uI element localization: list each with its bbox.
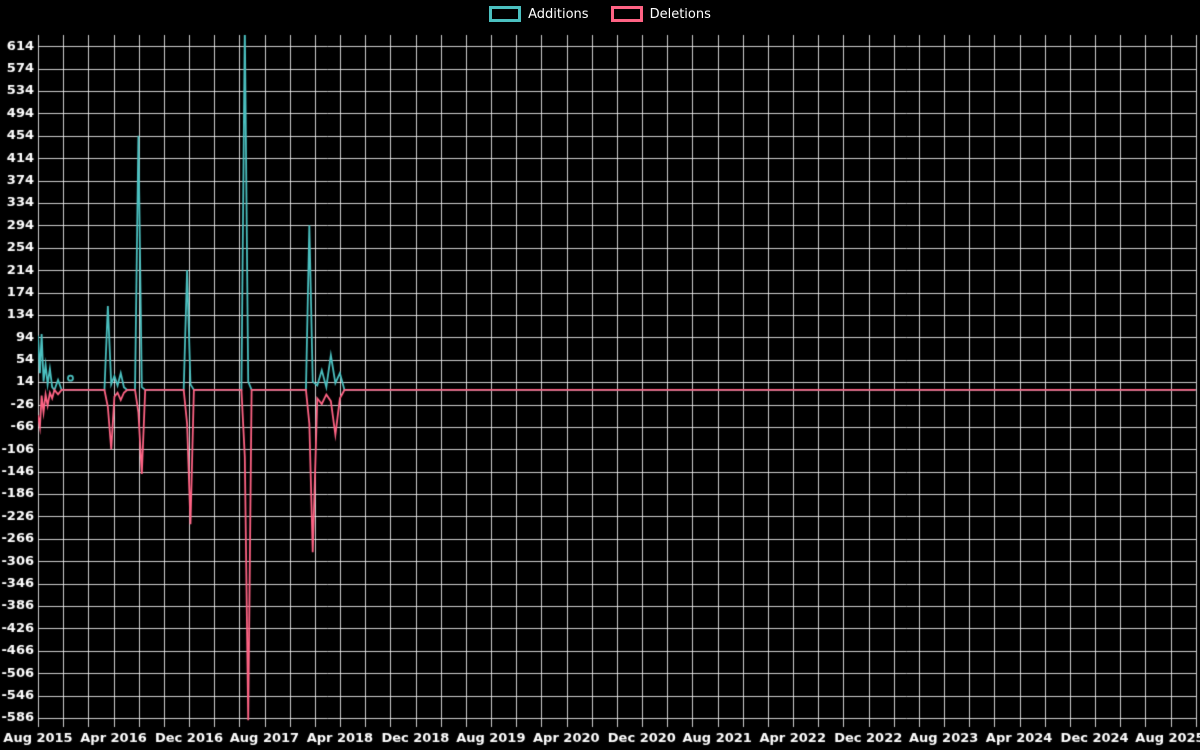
additions-legend-label: Additions <box>528 6 589 22</box>
chart-legend: Additions Deletions <box>0 6 1200 22</box>
legend-item-additions[interactable]: Additions <box>489 6 589 22</box>
deletions-swatch <box>610 6 643 22</box>
deletions-legend-label: Deletions <box>649 6 711 22</box>
legend-item-deletions[interactable]: Deletions <box>610 6 711 22</box>
additions-swatch <box>489 6 522 22</box>
